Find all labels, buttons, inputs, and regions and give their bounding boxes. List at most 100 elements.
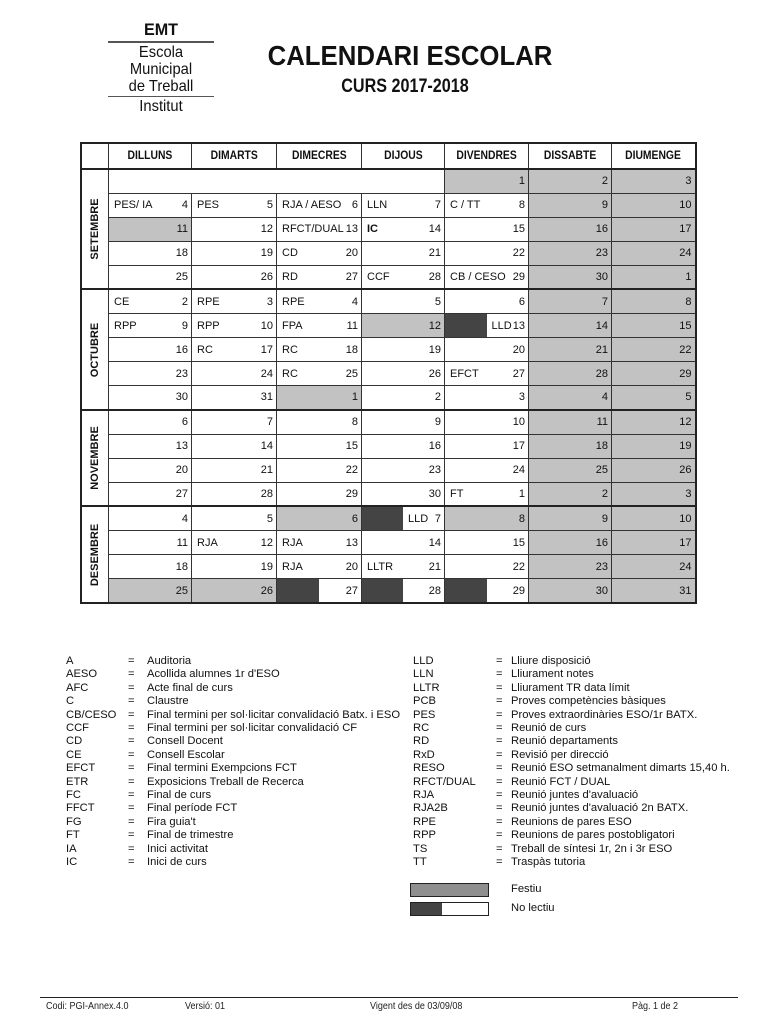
day-cell: C / TT 8 xyxy=(444,192,529,218)
day-cell-content: 28 xyxy=(192,483,276,506)
day-cell-content: 29 xyxy=(277,483,361,506)
legend-code: EFCT xyxy=(66,762,96,775)
day-number: 26 xyxy=(679,464,692,477)
day-cell: 6 xyxy=(108,409,192,435)
legend-equals: = xyxy=(128,842,135,855)
day-cell-content: 8 xyxy=(445,507,528,530)
day-cell: 22 xyxy=(444,554,529,580)
day-number: 18 xyxy=(595,440,608,453)
day-cell: 17 xyxy=(444,433,529,459)
day-cell: 26 xyxy=(191,578,277,604)
day-number: 26 xyxy=(428,367,441,380)
legend-equals: = xyxy=(128,655,135,667)
day-header-diumenge: DIUMENGE xyxy=(611,142,696,170)
legend-item: CD = Consell Docent xyxy=(66,735,400,748)
day-cell: 15 xyxy=(444,530,529,556)
legend-equals: = xyxy=(496,856,503,869)
day-number: 13 xyxy=(345,536,358,549)
week-row: SETEMBRE 1 2 3 xyxy=(80,168,696,290)
day-cell-content: 8 xyxy=(612,290,695,313)
day-cell-content: RJA 20 xyxy=(277,555,361,578)
day-number: 7 xyxy=(266,416,273,429)
event-code: LLD xyxy=(408,512,429,525)
legend-code: PCB xyxy=(413,695,437,708)
day-number: 17 xyxy=(512,440,525,453)
day-cell-content: 24 xyxy=(612,555,695,578)
day-header-label: DIVENDRES xyxy=(456,150,517,162)
day-header-dimecres: DIMECRES xyxy=(276,142,362,170)
day-cell: 27 xyxy=(108,481,192,507)
day-cell: 4 xyxy=(108,505,192,532)
day-cell-content: RJA 12 xyxy=(192,531,276,554)
day-cell-content: 1 xyxy=(612,266,695,289)
day-cell-content: 20 xyxy=(109,459,191,482)
day-number: 25 xyxy=(345,367,358,380)
day-cell-content: 11 xyxy=(109,531,191,554)
legend-item: AFC = Acte final de curs xyxy=(66,682,400,695)
legend-description: Consell Escolar xyxy=(147,748,225,761)
day-cell-content: 8 xyxy=(277,411,361,434)
no-lectiu-block xyxy=(362,579,403,603)
day-cell-content: 6 xyxy=(445,290,528,313)
day-cell-content: 18 xyxy=(109,555,191,578)
day-cell-content: 25 xyxy=(109,266,191,289)
legend-description: Reunió departaments xyxy=(511,735,618,748)
day-cell-content: 25 xyxy=(109,579,191,602)
day-cell: RJA 13 xyxy=(276,530,362,556)
day-number: 24 xyxy=(679,247,692,260)
day-number: 8 xyxy=(518,512,525,525)
legend-equals: = xyxy=(128,829,135,842)
day-cell-content: RJA 13 xyxy=(277,531,361,554)
legend-description: Treball de síntesi 1r, 2n i 3r ESO xyxy=(511,842,673,855)
day-cell: 9 xyxy=(528,192,612,218)
day-cell: 14 xyxy=(361,530,445,556)
day-cell-content: 6 xyxy=(277,507,361,530)
day-cell: 31 xyxy=(191,385,277,411)
day-number: 14 xyxy=(428,536,441,549)
day-cell: 24 xyxy=(191,361,277,387)
day-number: 2 xyxy=(181,295,188,308)
day-cell-content: C / TT 8 xyxy=(445,194,528,217)
day-number: 26 xyxy=(260,584,273,597)
day-cell-content: 5 xyxy=(362,290,444,313)
legend-item: TS = Treball de síntesi 1r, 2n i 3r ESO xyxy=(413,843,730,856)
week-row: 11 12 RFCT/DUAL 13 IC 14 15 16 17 xyxy=(81,216,696,242)
day-number: 5 xyxy=(266,512,273,525)
day-number: 20 xyxy=(512,343,525,356)
day-number: 16 xyxy=(595,536,608,549)
day-cell: 17 xyxy=(611,216,696,242)
day-cell: 31 xyxy=(611,578,696,604)
day-cell: 24 xyxy=(611,554,696,580)
legend-equals: = xyxy=(128,748,135,761)
legend-code: TT xyxy=(413,856,427,869)
week-row: 23 24 RC 25 26 EFCT 27 28 29 xyxy=(81,361,696,387)
day-number: 30 xyxy=(428,488,441,501)
day-number: 6 xyxy=(351,512,358,525)
day-number: 19 xyxy=(428,343,441,356)
day-cell-content: 22 xyxy=(445,555,528,578)
day-cell-content: RPP 10 xyxy=(192,314,276,337)
day-number: 23 xyxy=(175,367,188,380)
day-cell: RPE 4 xyxy=(276,288,362,315)
legend-code: FFCT xyxy=(66,802,95,815)
legend-description: Final període FCT xyxy=(147,802,238,815)
legend-item: RFCT/DUAL = Reunió FCT / DUAL xyxy=(413,776,730,789)
legend-description: Final de curs xyxy=(147,789,212,802)
day-cell: 3 xyxy=(444,385,529,411)
footer-version: Versió: 01 xyxy=(185,1001,226,1012)
legend-code: RFCT/DUAL xyxy=(413,775,476,788)
day-cell-content: 25 xyxy=(529,459,611,482)
day-header-divendres: DIVENDRES xyxy=(444,142,529,170)
day-cell-content: 21 xyxy=(192,459,276,482)
day-cell-content: 30 xyxy=(109,386,191,409)
day-cell-content: 23 xyxy=(362,459,444,482)
legend-code: CB/CESO xyxy=(66,708,117,721)
day-number: 25 xyxy=(175,584,188,597)
legend-code: IC xyxy=(66,856,78,869)
day-cell-content: 16 xyxy=(529,218,611,241)
event-code: RJA xyxy=(197,536,218,549)
month-header-blank xyxy=(80,142,109,170)
day-cell: EFCT 27 xyxy=(444,361,529,387)
day-cell-content: 30 xyxy=(529,266,611,289)
day-cell: 26 xyxy=(191,264,277,290)
